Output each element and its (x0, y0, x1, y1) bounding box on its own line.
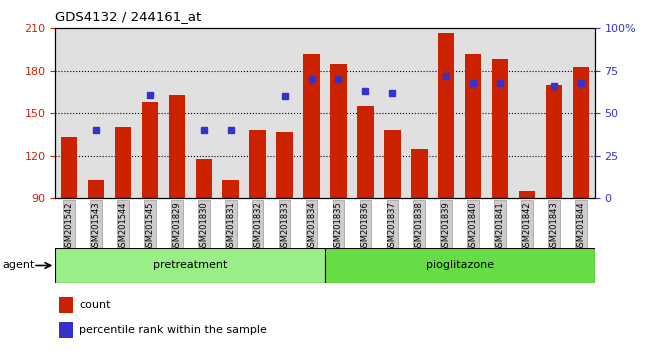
Bar (222, 180, 239, 198)
Bar (492, 59, 508, 198)
Text: pretreatment: pretreatment (153, 261, 228, 270)
Bar (358, 106, 374, 198)
Bar (168, 95, 185, 198)
Bar (304, 54, 320, 198)
Bar (55, 248, 325, 283)
Bar (196, 159, 212, 198)
Bar (411, 149, 428, 198)
Bar (276, 132, 292, 198)
Bar (88, 180, 104, 198)
Text: count: count (79, 300, 110, 310)
Bar (325, 248, 595, 283)
Text: percentile rank within the sample: percentile rank within the sample (79, 325, 267, 335)
Bar (573, 67, 590, 198)
Text: GDS4132 / 244161_at: GDS4132 / 244161_at (55, 10, 201, 23)
Bar (465, 54, 482, 198)
Bar (519, 191, 536, 198)
Bar (114, 127, 131, 198)
Bar (384, 130, 400, 198)
Bar (546, 85, 562, 198)
Bar (60, 137, 77, 198)
Bar (330, 64, 346, 198)
Bar (250, 130, 266, 198)
Bar (438, 33, 454, 198)
Text: agent: agent (2, 261, 34, 270)
Text: pioglitazone: pioglitazone (426, 261, 494, 270)
Bar (142, 102, 158, 198)
